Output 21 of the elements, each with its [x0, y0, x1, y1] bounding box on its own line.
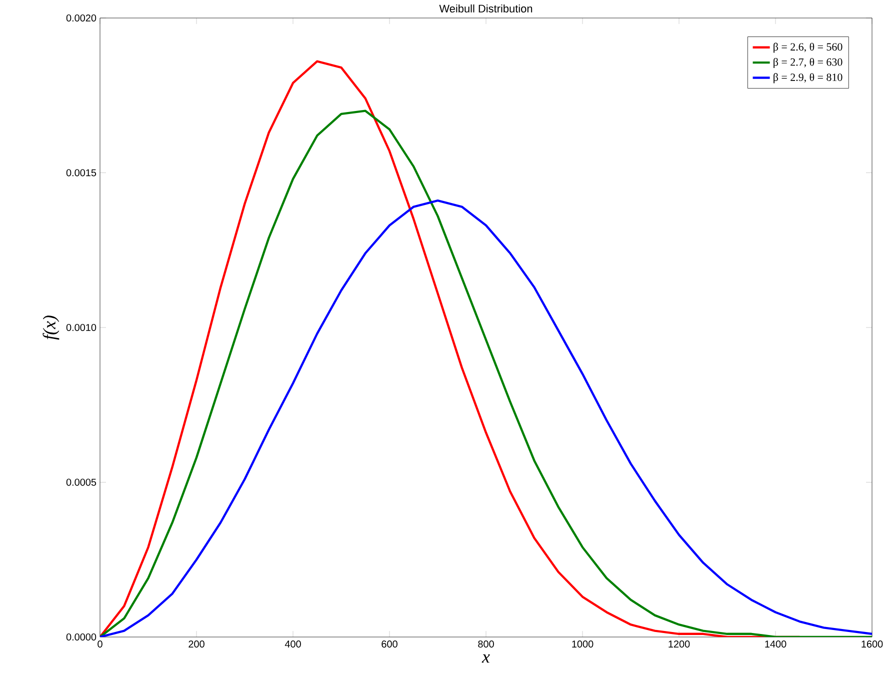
x-tick-label: 200 [188, 640, 204, 648]
x-tick-label: 1600 [862, 640, 883, 648]
legend-label: β = 2.9, θ = 810 [774, 73, 842, 84]
line-series [100, 200, 872, 637]
y-tick-label: 0.0005 [66, 478, 96, 486]
chart-title: Weibull Distribution [439, 4, 532, 12]
x-tick-label: 400 [284, 640, 301, 648]
x-tick-label: 800 [478, 640, 494, 648]
x-tick-label: 1400 [765, 640, 786, 648]
x-tick-label: 0 [98, 640, 102, 648]
x-axis-title: x [482, 654, 490, 663]
y-tick-label: 0.0000 [66, 633, 96, 641]
legend-label: β = 2.6, θ = 560 [774, 42, 842, 53]
x-tick-label: 600 [382, 640, 398, 648]
x-tick-label: 1000 [572, 640, 594, 648]
y-tick-label: 0.0010 [66, 324, 96, 332]
y-axis-title: f(x) [42, 316, 60, 340]
x-tick-label: 1200 [668, 640, 690, 648]
y-tick-label: 0.0015 [66, 169, 96, 176]
legend-label: β = 2.7, θ = 630 [774, 58, 842, 68]
y-tick-label: 0.0020 [66, 14, 96, 22]
